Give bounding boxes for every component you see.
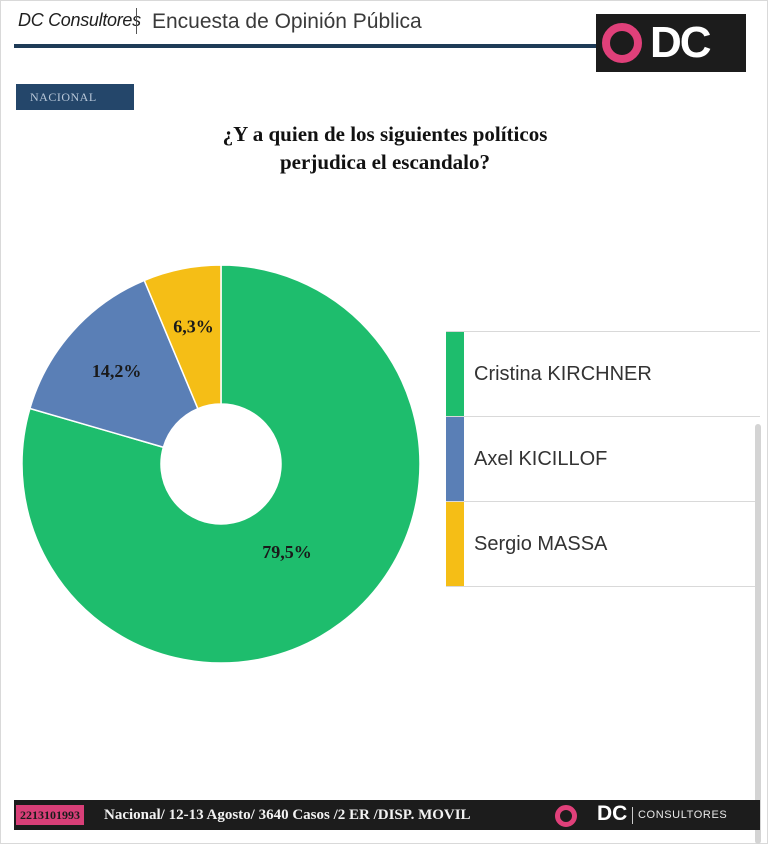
scrollbar[interactable] (755, 424, 761, 844)
legend-label: Sergio MASSA (474, 533, 608, 555)
legend-item: Axel KICILLOF (446, 416, 760, 501)
legend-item: Cristina KIRCHNER (446, 331, 760, 416)
section-badge: NACIONAL (16, 84, 134, 110)
brand-divider (136, 8, 137, 34)
legend-swatch (446, 502, 464, 586)
legend-item: Sergio MASSA (446, 501, 760, 587)
pie-slice-2 (143, 264, 222, 410)
legend-label: Cristina KIRCHNER (474, 363, 652, 385)
slice-data-label: 6,3% (173, 317, 214, 337)
footer-logo-letters: DC (597, 802, 628, 825)
survey-details: Nacional/ 12-13 Agosto/ 3640 Casos /2 ER… (104, 807, 471, 823)
survey-title: Encuesta de Opinión Pública (152, 10, 422, 33)
pie-slice-1 (28, 279, 199, 449)
pie-slice-0 (21, 264, 421, 664)
chart-title: ¿Y a quien de los siguientes políticos p… (120, 120, 650, 176)
chart-title-line-2: perjudica el escandalo? (280, 150, 490, 174)
footer-logo-ring-icon (555, 805, 577, 827)
slice-data-label: 14,2% (92, 361, 142, 381)
dc-logo: DC (596, 14, 746, 72)
footer-bar: 2213101993 Nacional/ 12-13 Agosto/ 3640 … (14, 800, 760, 830)
header-rule (14, 44, 610, 48)
footer-logo-divider (632, 807, 633, 824)
legend-label: Axel KICILLOF (474, 448, 608, 470)
phone-number: 2213101993 (16, 805, 84, 825)
legend-swatch (446, 417, 464, 501)
legend-swatch (446, 332, 464, 416)
chart-title-line-1: ¿Y a quien de los siguientes políticos (222, 122, 548, 146)
logo-ring-icon (602, 23, 642, 63)
slice-data-label: 79,5% (262, 542, 312, 562)
chart-legend: Cristina KIRCHNER Axel KICILLOF Sergio M… (446, 331, 760, 587)
brand-name: DC Consultores (18, 10, 141, 30)
footer-logo-consultores: CONSULTORES (638, 809, 728, 821)
logo-letters: DC (650, 18, 712, 67)
